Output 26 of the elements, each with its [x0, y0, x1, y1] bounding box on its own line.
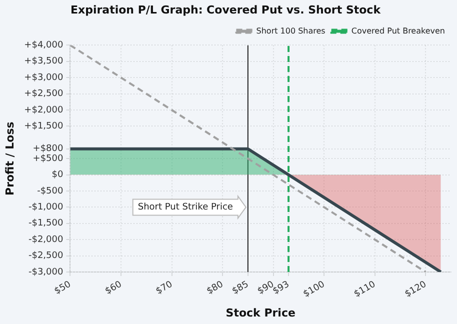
y-tick-label: +$500 [32, 154, 64, 164]
x-tick-label: $70 [154, 280, 175, 297]
x-tick-label: $85 [230, 280, 251, 297]
y-tick-label: -$500 [37, 186, 64, 196]
legend-label: Short 100 Shares [256, 26, 326, 36]
y-tick-label: +$4,000 [24, 40, 64, 51]
y-tick-label: -$2,000 [28, 234, 64, 245]
y-tick-label: +$3,500 [24, 56, 64, 67]
annotation: Short Put Strike Price [138, 202, 234, 213]
chart-title: Expiration P/L Graph: Covered Put vs. Short Stock [70, 3, 382, 16]
y-tick-label: $0 [52, 170, 64, 180]
x-tick-label: $80 [205, 280, 226, 297]
y-tick-label: +$800 [32, 144, 64, 154]
x-tick-label: $60 [104, 280, 124, 297]
y-tick-label: +$2,500 [24, 89, 64, 100]
y-tick-label: +$2,000 [24, 105, 64, 116]
legend-label: Covered Put Breakeven [351, 26, 446, 36]
x-tick-label: $50 [53, 280, 74, 297]
y-tick-label: -$1,000 [28, 202, 64, 213]
y-tick-label: +$3,000 [24, 72, 64, 83]
y-tick-label: -$2,500 [28, 251, 64, 262]
y-tick-label: +$1,500 [24, 122, 64, 132]
x-axis-title: Stock Price [226, 306, 296, 320]
y-axis-title: Profit / Loss [3, 121, 16, 196]
y-tick-label: -$1,500 [28, 218, 64, 229]
y-tick-label: -$3,000 [28, 267, 64, 278]
